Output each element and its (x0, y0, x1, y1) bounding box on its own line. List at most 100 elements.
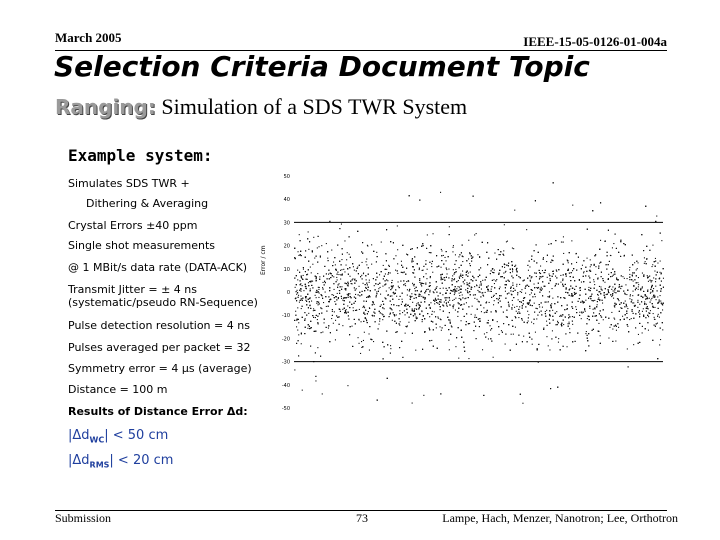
data-point (419, 313, 421, 315)
data-point (467, 283, 469, 285)
data-point (301, 299, 303, 301)
data-point (629, 295, 631, 297)
data-point (412, 266, 414, 268)
data-point (519, 312, 521, 314)
data-point (431, 260, 433, 262)
data-point (440, 319, 442, 321)
data-point (304, 319, 306, 321)
data-point (398, 287, 400, 289)
data-point (403, 284, 405, 286)
data-point (306, 278, 308, 280)
data-point (295, 275, 297, 277)
data-point (363, 331, 365, 333)
data-point (373, 315, 375, 317)
data-point (588, 289, 590, 291)
data-point (465, 321, 467, 323)
data-point (459, 254, 461, 256)
data-point (623, 254, 625, 256)
data-point (491, 328, 493, 330)
data-point (395, 314, 397, 316)
data-point (297, 251, 299, 253)
data-point (649, 310, 651, 312)
data-point (340, 269, 342, 271)
data-point (557, 301, 559, 303)
data-point (388, 287, 390, 289)
data-point (606, 251, 608, 253)
data-point (361, 278, 363, 280)
data-point (626, 317, 628, 319)
data-point (583, 301, 585, 303)
data-point (382, 319, 384, 321)
data-point (406, 326, 408, 328)
data-point (541, 306, 543, 308)
data-point (658, 299, 660, 301)
data-point (569, 316, 571, 318)
data-point (617, 298, 619, 300)
data-point (623, 277, 625, 279)
data-point (511, 264, 513, 266)
data-point (642, 308, 644, 310)
data-point (406, 308, 408, 310)
data-point (632, 295, 634, 297)
data-point (405, 303, 407, 305)
data-point (568, 252, 570, 254)
data-point (504, 266, 506, 268)
data-point (411, 259, 413, 261)
data-point (491, 279, 493, 281)
data-point (596, 306, 598, 308)
data-point (582, 302, 584, 304)
data-point (515, 269, 517, 271)
data-point (579, 314, 581, 316)
data-point (652, 296, 654, 298)
data-point (646, 245, 648, 247)
data-point (437, 298, 439, 300)
data-point (424, 297, 426, 299)
data-point (307, 269, 309, 271)
result-wc: |ΔdWC| < 50 cm (68, 428, 169, 445)
data-point (512, 277, 514, 279)
data-point (448, 268, 450, 270)
data-point (539, 277, 541, 279)
data-point (389, 307, 391, 309)
data-point (444, 256, 446, 258)
data-point (576, 312, 578, 314)
data-point (516, 283, 518, 285)
data-point (316, 301, 318, 303)
data-point (483, 312, 485, 314)
data-point (428, 304, 430, 306)
data-point (461, 336, 463, 338)
data-point (475, 325, 477, 327)
data-point (541, 314, 543, 316)
data-point (372, 301, 374, 303)
data-point (650, 287, 652, 289)
data-point (480, 296, 482, 298)
data-point (552, 315, 554, 317)
data-point (610, 294, 612, 296)
data-point (538, 304, 540, 306)
data-point (436, 347, 438, 349)
data-point (323, 322, 325, 324)
data-point (440, 274, 442, 276)
data-point (533, 250, 535, 252)
data-point (442, 278, 444, 280)
data-point (654, 325, 656, 327)
data-point (497, 249, 499, 251)
data-point (660, 300, 662, 302)
data-point (406, 325, 408, 327)
data-point (501, 331, 503, 333)
data-point (627, 325, 629, 327)
data-point (607, 229, 609, 231)
data-point (486, 286, 488, 288)
data-point (516, 285, 518, 287)
data-point (414, 313, 416, 315)
data-point (366, 258, 368, 260)
data-point (589, 266, 591, 268)
data-point (433, 311, 435, 313)
data-point (510, 286, 512, 288)
data-point (315, 279, 317, 281)
data-point (589, 277, 591, 279)
data-point (375, 279, 377, 281)
data-point (581, 264, 583, 266)
data-point (511, 261, 513, 263)
data-point (614, 273, 616, 275)
